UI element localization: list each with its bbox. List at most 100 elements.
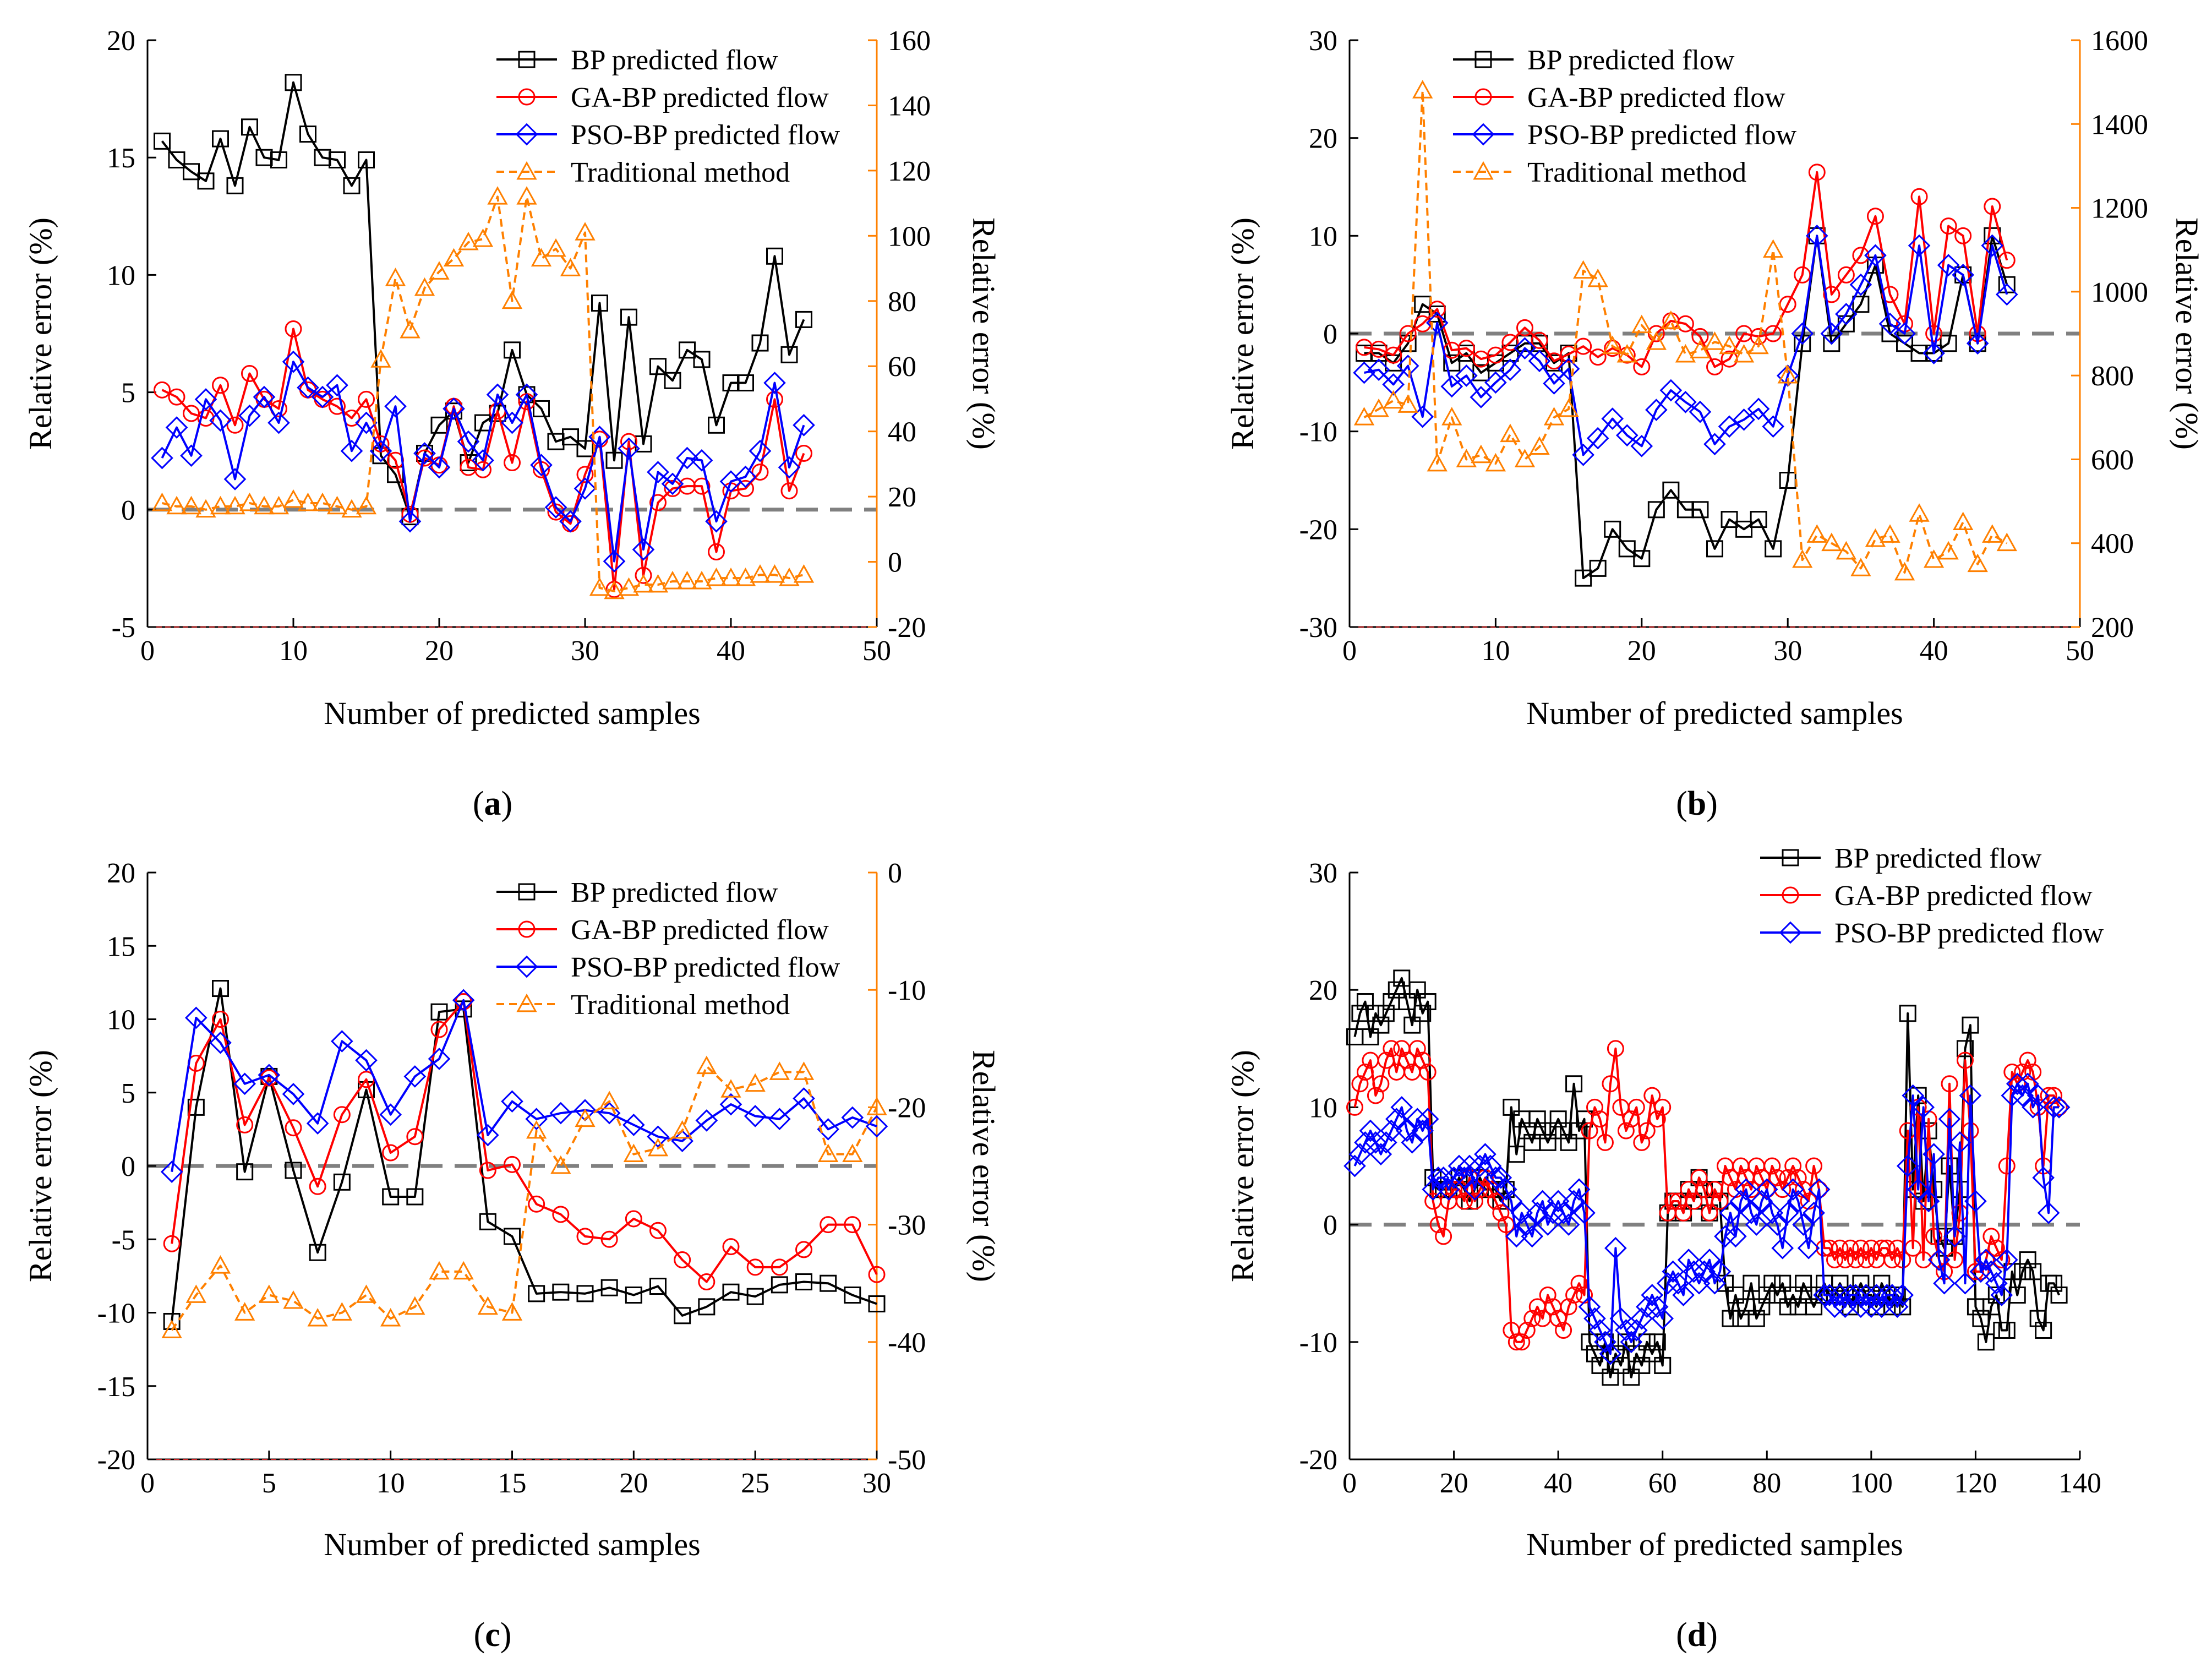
data-point-pso	[1922, 342, 1945, 364]
data-point-pso	[530, 454, 553, 477]
y2-tick-label: 400	[2091, 528, 2134, 560]
data-point-pso	[1875, 1284, 1898, 1306]
data-point-pso	[443, 397, 465, 420]
data-point-pso	[559, 510, 582, 533]
data-point-bp	[820, 1274, 837, 1292]
data-point-trad	[575, 222, 596, 241]
data-point-bp	[197, 172, 215, 190]
series-bp	[163, 980, 886, 1330]
y-axis-label: Relative error (%)	[23, 1050, 58, 1282]
data-point-ga	[236, 1116, 254, 1133]
data-point-trad	[676, 570, 698, 590]
y-tick-label: -20	[97, 1445, 135, 1476]
y-tick-label: -15	[97, 1371, 135, 1403]
x-tick-label: 20	[425, 635, 454, 667]
data-point-bp	[1508, 1146, 1525, 1163]
data-point-bp	[333, 1173, 351, 1191]
data-point-bp	[1607, 1345, 1624, 1362]
data-point-bp	[766, 247, 783, 265]
x-tick-label: 20	[1627, 635, 1656, 667]
legend-marker-pso	[1472, 123, 1495, 146]
data-point-ga	[1399, 325, 1417, 342]
legend-marker-bp	[518, 51, 536, 68]
data-point-bp	[625, 1287, 642, 1304]
data-point-ga	[1765, 325, 1782, 342]
data-point-bp	[1633, 550, 1651, 568]
data-point-ga	[1513, 1333, 1531, 1351]
data-point-pso	[1714, 1225, 1736, 1248]
data-point-pso	[1515, 1213, 1538, 1236]
data-point-bp	[1617, 1333, 1635, 1351]
data-point-bp	[1795, 1274, 1812, 1292]
data-point-ga	[241, 364, 258, 382]
data-point-pso	[331, 1030, 353, 1053]
y-tick-label: 5	[121, 1078, 135, 1109]
y-tick-label: 20	[107, 858, 135, 889]
legend: BP predicted flow GA-BP predicted flow PSO…	[1760, 843, 2104, 949]
data-point-ga	[1435, 1228, 1452, 1245]
legend-label-trad: Traditional method	[571, 989, 790, 1021]
data-point-pso	[1552, 1201, 1575, 1224]
data-point-ga	[154, 381, 171, 399]
data-point-ga	[1560, 345, 1577, 363]
data-point-pso	[1395, 1119, 1418, 1142]
data-point-bp	[1956, 1040, 1974, 1058]
data-point-pso	[282, 1083, 305, 1105]
data-point-pso	[1980, 1260, 2003, 1283]
data-point-ga	[1805, 1157, 1823, 1175]
data-point-bp	[1805, 1298, 1823, 1316]
data-point-pso	[1440, 375, 1463, 398]
data-point-ga	[1852, 1239, 1870, 1257]
data-point-trad	[161, 1320, 182, 1338]
data-point-ga	[504, 1155, 521, 1173]
data-point-trad	[210, 495, 231, 515]
data-point-pso	[1359, 1119, 1382, 1142]
data-point-pso	[817, 1118, 839, 1141]
data-point-pso	[1902, 1084, 1925, 1107]
data-point-ga	[1866, 208, 1884, 225]
y-axis-label: Relative error (%)	[1225, 1050, 1260, 1282]
data-point-trad	[1748, 335, 1769, 355]
data-point-ga	[382, 1144, 400, 1162]
data-point-pso	[598, 1102, 621, 1125]
data-point-ga	[285, 320, 302, 337]
y-tick-label: 0	[121, 1151, 135, 1182]
data-point-pso	[1761, 1201, 1784, 1224]
data-point-pso	[1966, 332, 1989, 355]
data-point-ga	[1508, 1333, 1525, 1351]
data-point-pso	[749, 439, 772, 462]
caption-paren-open: (	[473, 785, 484, 822]
data-point-trad	[1572, 260, 1594, 279]
y2-tick-label: -50	[888, 1445, 926, 1476]
x-axis-label: Number of predicted samples	[1526, 695, 1903, 731]
data-point-ga	[1675, 1204, 1692, 1222]
data-point-ga	[1940, 217, 1957, 235]
data-point-pso	[340, 439, 363, 462]
data-point-pso	[1672, 1284, 1695, 1306]
data-point-pso	[1406, 1108, 1429, 1131]
data-point-trad	[745, 1073, 766, 1092]
data-point-ga	[1414, 315, 1432, 333]
data-point-pso	[428, 1048, 451, 1070]
data-point-pso	[501, 411, 523, 434]
data-point-bp	[605, 451, 623, 469]
data-point-trad	[341, 499, 362, 518]
data-point-bp	[1779, 1298, 1796, 1316]
series-pso	[1353, 225, 2018, 466]
x-tick-label: 50	[862, 635, 891, 667]
data-point-trad	[1806, 524, 1827, 543]
data-point-ga	[1457, 340, 1475, 357]
data-point-ga	[1690, 1169, 1708, 1186]
data-point-ga	[1842, 1239, 1859, 1257]
data-point-ga	[1516, 319, 1533, 336]
data-point-bp	[722, 1283, 740, 1301]
data-point-trad	[356, 495, 377, 515]
data-point-trad	[297, 492, 319, 511]
data-point-bp	[1977, 1333, 1995, 1351]
y-tick-label: 5	[121, 378, 135, 409]
data-point-pso	[1908, 234, 1931, 257]
y2-tick-label: 600	[2091, 444, 2134, 476]
y2-tick-label: 20	[888, 482, 916, 513]
y-tick-label: 20	[107, 25, 135, 57]
x-tick-label: 0	[1342, 1468, 1357, 1499]
